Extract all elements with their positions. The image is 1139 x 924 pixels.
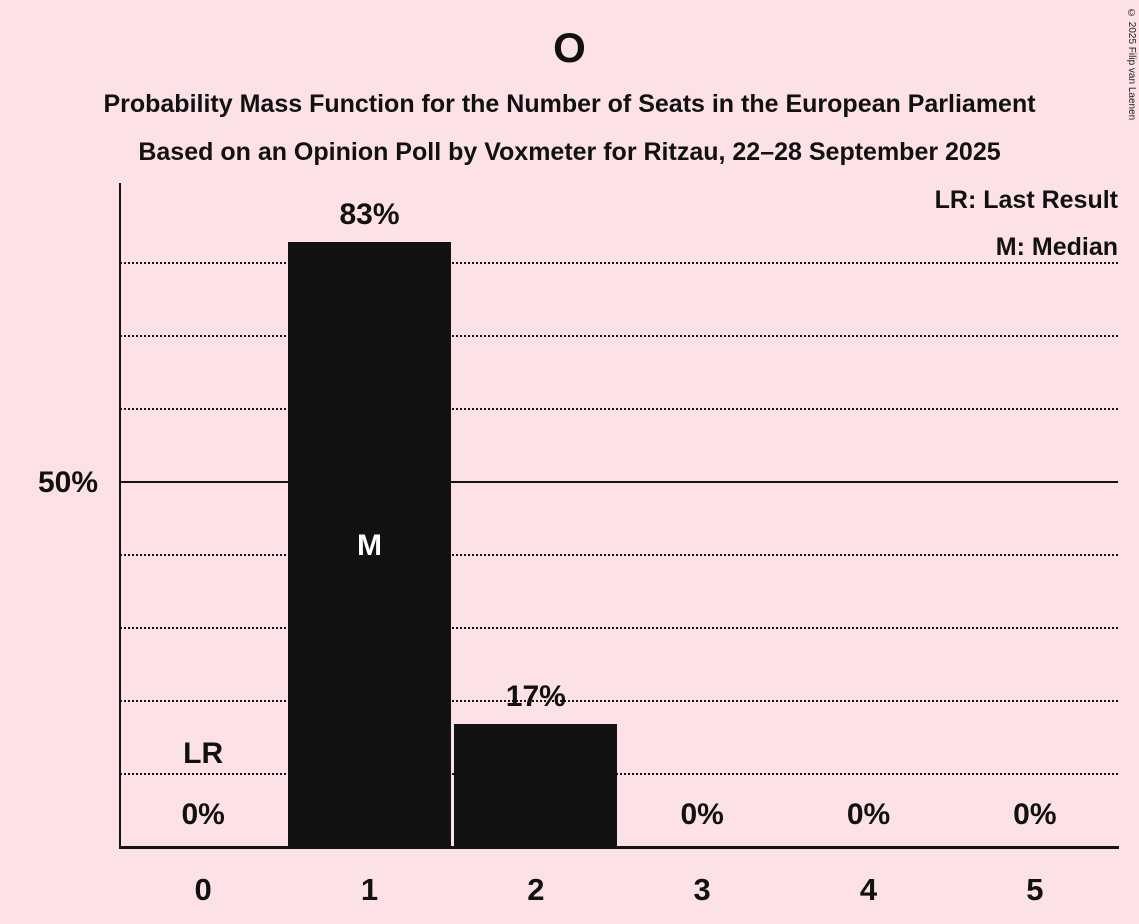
chart-title: O	[553, 24, 586, 71]
x-axis-label-2: 2	[527, 872, 545, 907]
x-axis-label-4: 4	[859, 872, 878, 907]
last-result-marker: LR	[183, 737, 224, 770]
gridline-40-percent	[120, 554, 1118, 556]
gridline-10-percent	[120, 773, 1118, 775]
x-axis-labels: 0 1 2 3 4 5	[120, 872, 1118, 912]
value-label-seats-3: 0%	[680, 798, 724, 831]
gridline-70-percent	[120, 335, 1118, 337]
gridline-20-percent	[120, 700, 1118, 702]
x-axis-label-3: 3	[693, 872, 711, 907]
legend-median: M: Median	[995, 233, 1118, 261]
y-axis-line	[119, 183, 121, 848]
gridline-30-percent	[120, 627, 1118, 629]
x-axis-label-5: 5	[1026, 872, 1044, 907]
value-label-seats-0: 0%	[181, 798, 225, 831]
x-axis-label-1: 1	[360, 872, 379, 907]
plot-area: LR 0% 83% 17% 0% 0% 0% M	[120, 183, 1118, 848]
y-axis-tick-label: 50%	[37, 466, 98, 499]
bar-seats-1	[287, 242, 452, 848]
median-marker: M	[357, 529, 382, 563]
x-axis-label-0: 0	[194, 872, 212, 907]
value-label-seats-1: 83%	[339, 198, 400, 232]
value-label-seats-4: 0%	[846, 798, 891, 831]
value-label-seats-5: 0%	[1013, 798, 1057, 831]
copyright-notice: © 2025 Filip van Laenen	[1126, 8, 1137, 121]
chart-subtitle-line2: Based on an Opinion Poll by Voxmeter for…	[138, 138, 1001, 166]
value-label-seats-2: 17%	[505, 679, 566, 713]
x-axis-line	[119, 846, 1119, 849]
legend-last-result: LR: Last Result	[934, 186, 1118, 214]
gridline-60-percent	[120, 408, 1118, 410]
chart-subtitle-line1: Probability Mass Function for the Number…	[103, 90, 1036, 118]
gridline-80-percent	[120, 262, 1118, 264]
bar-seats-2	[454, 723, 618, 848]
gridline-50-percent-solid	[120, 481, 1118, 483]
